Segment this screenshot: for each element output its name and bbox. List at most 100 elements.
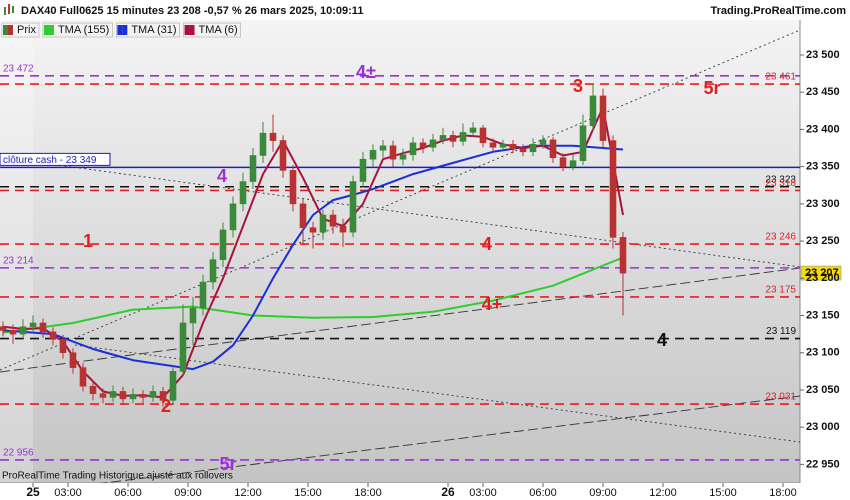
candle-body	[529, 144, 537, 153]
candle-body	[539, 139, 547, 145]
indicator-lines	[2, 106, 624, 399]
legend-swatch	[3, 25, 8, 35]
candle-body	[349, 181, 357, 233]
candle-body	[289, 170, 297, 205]
level-label: 23 318	[765, 178, 796, 189]
candle-body	[9, 330, 17, 335]
candle-body	[299, 203, 307, 228]
y-tick-label: 23 150	[806, 309, 840, 321]
previous-session-shade	[0, 20, 33, 483]
trend-line	[0, 267, 801, 373]
level-label: clôture cash - 23 349	[3, 155, 97, 166]
source: Trading.ProRealTime.com	[710, 5, 846, 17]
legend-frame	[1, 22, 40, 38]
candle-body	[459, 132, 467, 142]
candle-body	[519, 148, 527, 153]
chart-title: DAX40 Full0625 15 minutes 23 208 -0,57 %…	[21, 5, 363, 17]
legend-swatch	[184, 25, 190, 35]
icon-bar	[12, 6, 14, 13]
x-tick-label: 18:00	[769, 487, 797, 499]
level-label: 23 031	[765, 392, 796, 403]
legend-label: Prix	[17, 24, 36, 36]
candle-body	[489, 142, 497, 148]
legend-swatch	[117, 25, 123, 35]
annotation: 2	[161, 396, 171, 416]
candle-body	[509, 144, 517, 150]
candle-body	[469, 127, 477, 133]
candle-body	[389, 145, 397, 160]
level-label: 23 119	[766, 326, 796, 337]
level-label: 23 472	[3, 63, 34, 74]
level-label: 23 175	[765, 285, 796, 296]
candle-body	[559, 157, 567, 167]
annotation: 4+	[482, 294, 503, 314]
annotation: 4	[482, 234, 492, 254]
candle-body	[19, 326, 27, 335]
legend-frame	[183, 22, 241, 38]
annotation: 5r	[703, 78, 720, 98]
candle-body	[309, 227, 317, 233]
candle-body	[279, 140, 287, 171]
y-tick-label: 23 350	[806, 161, 840, 173]
y-tick-label: 23 000	[806, 421, 840, 433]
candle-body	[69, 352, 77, 368]
indicator-line	[2, 256, 624, 334]
candle-body	[29, 322, 37, 327]
plot-area	[0, 20, 800, 483]
x-tick-label: 06:00	[529, 487, 557, 499]
candle-body	[599, 95, 607, 141]
candle-body	[109, 391, 117, 398]
x-tick-label: 25	[26, 485, 40, 499]
x-tick-label: 09:00	[174, 487, 202, 499]
x-tick-label: 09:00	[589, 487, 617, 499]
candle-body	[229, 203, 237, 231]
candle-body	[419, 142, 427, 148]
candle-body	[569, 160, 577, 167]
candle-body	[619, 237, 627, 274]
legend-swatch	[189, 25, 195, 35]
candle-body	[99, 393, 107, 398]
annotation: 4	[657, 330, 667, 350]
candle-body	[159, 391, 167, 401]
candles	[0, 83, 627, 407]
candle-body	[549, 139, 557, 159]
candle-body	[39, 322, 47, 333]
annotation: 3	[573, 76, 583, 96]
candle-body	[169, 371, 177, 401]
x-tick-label: 12:00	[234, 487, 262, 499]
y-tick-label: 23 200	[806, 272, 840, 284]
candle-body	[579, 125, 587, 161]
last-price-label: 23 207	[805, 267, 839, 279]
trend-line	[0, 395, 801, 497]
footer: ProRealTime Trading Historique ajusté au…	[2, 471, 233, 482]
x-tick-label: 15:00	[294, 487, 322, 499]
legend-label: TMA (6)	[199, 24, 238, 36]
x-tick-label: 12:00	[649, 487, 677, 499]
candle-body	[269, 132, 277, 141]
annotation: 4±	[356, 62, 376, 82]
time-axis-bar	[0, 483, 850, 500]
indicator-line	[2, 144, 624, 371]
level-label: 23 323	[765, 174, 796, 185]
candle-body	[59, 339, 67, 354]
y-tick-label: 23 400	[806, 123, 840, 135]
header-icon	[4, 4, 14, 15]
candle-body	[79, 367, 87, 387]
legend-label: TMA (155)	[58, 24, 109, 36]
x-tick-label: 18:00	[354, 487, 382, 499]
icon-bar	[8, 4, 10, 14]
legend-swatch	[122, 25, 128, 35]
trend-line	[74, 344, 801, 443]
level-label: 22 956	[3, 448, 34, 459]
candle-body	[199, 281, 207, 309]
candle-body	[209, 259, 217, 283]
x-tick-label: 26	[441, 485, 455, 499]
candle-body	[479, 127, 487, 144]
x-tick-label: 03:00	[469, 487, 497, 499]
candle-body	[379, 145, 387, 151]
candle-body	[49, 331, 57, 340]
y-tick-label: 23 050	[806, 384, 840, 396]
candle-body	[589, 95, 597, 127]
